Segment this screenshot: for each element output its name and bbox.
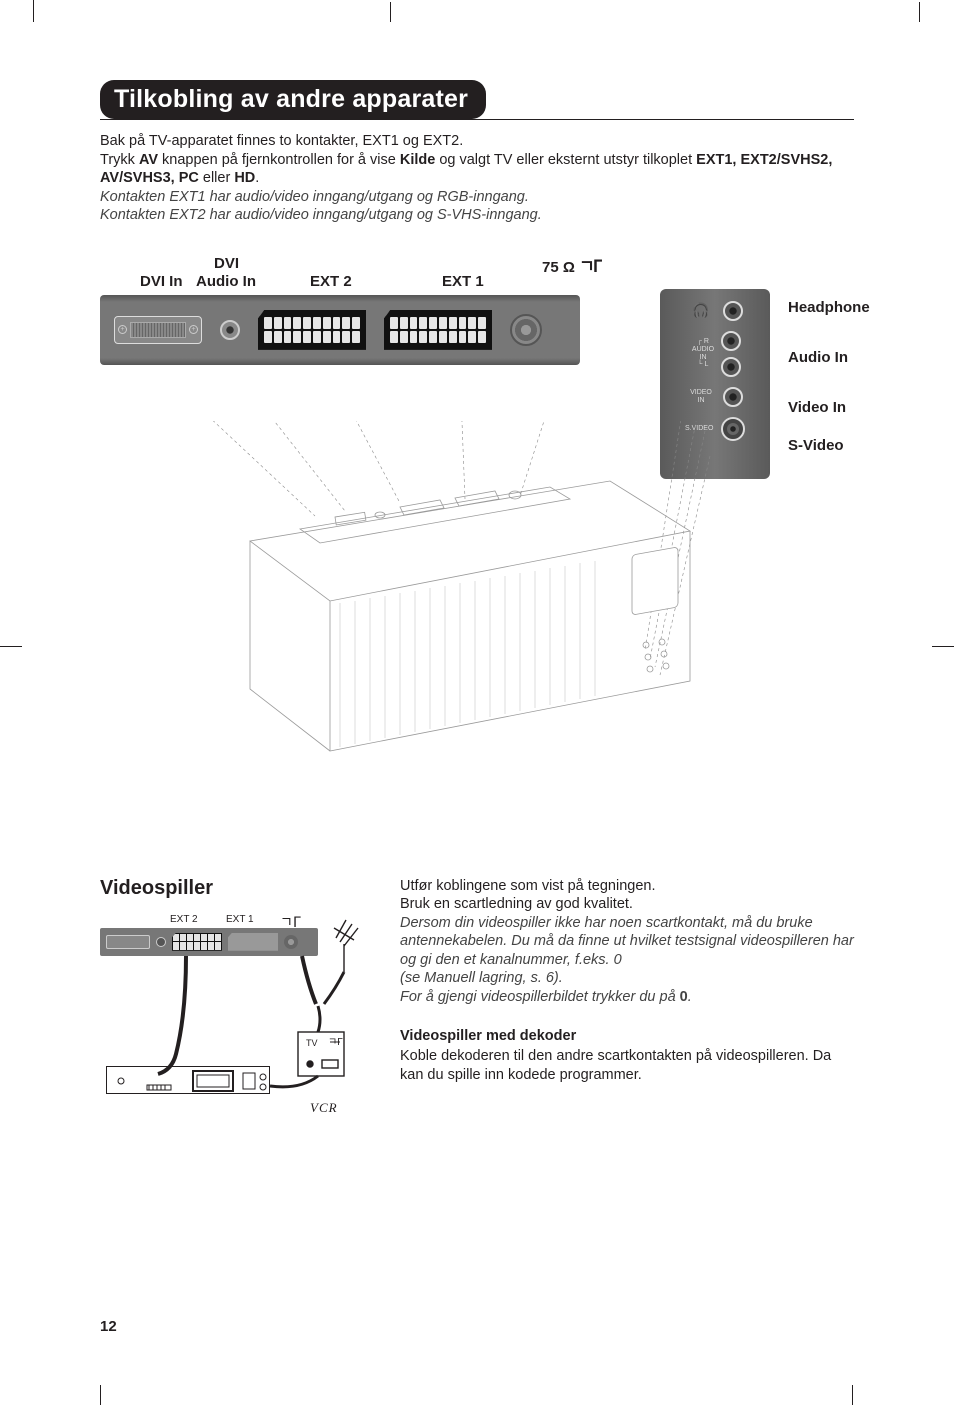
headphone-jack: [723, 301, 743, 321]
mini-diagram: EXT 2 EXT 1 ㄱГ: [100, 914, 360, 1114]
r2: Bruk en scartledning av god kvalitet.: [400, 895, 854, 914]
audio-l-jack: [721, 357, 741, 377]
t: HD: [234, 170, 255, 186]
video-jack: [723, 387, 743, 407]
lower-right: Utfør koblingene som vist på tegningen. …: [400, 877, 854, 1114]
headphone-icon: 🎧: [687, 302, 715, 319]
r: R: [704, 338, 709, 345]
r-it1: Dersom din videospiller ikke har noen sc…: [400, 914, 854, 970]
vcr-label: VCR: [310, 1100, 338, 1116]
vcr-box: [106, 1066, 270, 1094]
r-it2: (se Manuell lagring, s. 6).: [400, 969, 854, 988]
label-75ohm: 75 Ω ㄱГ: [542, 259, 601, 276]
t: eller: [199, 170, 234, 186]
tv-wireframe: [190, 421, 750, 781]
label-audio-in-side: Audio In: [788, 349, 848, 366]
intro-line2: Trykk AV knappen på fjernkontrollen for …: [100, 151, 854, 188]
r1: Utfør koblingene som vist på tegningen.: [400, 877, 854, 896]
t: Trykk: [100, 152, 139, 168]
vcr-svg: [107, 1067, 271, 1095]
t: knappen på fjernkontrollen for å vise: [158, 152, 400, 168]
scart-ext1: [384, 310, 492, 350]
video-in-small: VIDEO IN: [687, 389, 715, 404]
section-title: Tilkobling av andre apparater: [100, 80, 486, 119]
dvi-screw: +: [189, 325, 198, 334]
coax-antenna: [510, 314, 542, 346]
main-diagram: DVI In DVI Audio In EXT 2 EXT 1 75 Ω ㄱГ …: [100, 251, 854, 801]
label-dvi-in: DVI In: [140, 273, 183, 290]
svg-text:ㄱГ: ㄱГ: [328, 1037, 343, 1048]
intro-it2: Kontakten EXT2 har audio/video inngang/u…: [100, 206, 854, 225]
videospiller-title: Videospiller: [100, 877, 360, 900]
r-it3: For å gjengi videospillerbildet trykker …: [400, 988, 854, 1007]
intro-it1: Kontakten EXT1 har audio/video inngang/u…: [100, 188, 854, 207]
audio-r-jack: [721, 331, 741, 351]
label-audio-in-top: Audio In: [196, 273, 256, 290]
label-ext2: EXT 2: [310, 273, 352, 290]
t: .: [255, 170, 259, 186]
dvi-pins: [130, 322, 186, 338]
t: og valgt TV eller eksternt utstyr tilkop…: [435, 152, 696, 168]
intro-line1: Bak på TV-apparatet finnes to kontakter,…: [100, 132, 854, 151]
t: 0: [680, 989, 688, 1005]
audio-in-small: AUDIO IN: [689, 346, 717, 361]
lower-left: Videospiller EXT 2 EXT 1 ㄱГ: [100, 877, 360, 1114]
ohm-text: 75 Ω: [542, 259, 575, 276]
mini-tv-text: TV: [306, 1038, 318, 1048]
label-dvi: DVI: [214, 255, 239, 272]
dvi-audio-jack: [220, 320, 240, 340]
t: For å gjengi videospillerbildet trykker …: [400, 989, 680, 1005]
dvi-screw: +: [118, 325, 127, 334]
h4: Videospiller med dekoder: [400, 1027, 854, 1046]
label-ext1: EXT 1: [442, 273, 484, 290]
dvi-port: + +: [114, 316, 202, 344]
t: Kilde: [400, 152, 435, 168]
label-video-in: Video In: [788, 399, 846, 416]
antenna-icon: ㄱГ: [579, 257, 601, 277]
label-svideo: S-Video: [788, 437, 844, 454]
scart-ext2: [258, 310, 366, 350]
l: L: [705, 361, 709, 368]
lower-section: Videospiller EXT 2 EXT 1 ㄱГ: [100, 877, 854, 1114]
section-header-wrap: Tilkobling av andre apparater: [100, 80, 854, 120]
label-headphone: Headphone: [788, 299, 870, 316]
t: .: [688, 989, 692, 1005]
intro-block: Bak på TV-apparatet finnes to kontakter,…: [100, 132, 854, 225]
t: AV: [139, 152, 158, 168]
rear-panel: + +: [100, 295, 580, 365]
r3: Koble dekoderen til den andre scartkonta…: [400, 1047, 854, 1084]
page-number: 12: [100, 1318, 117, 1335]
